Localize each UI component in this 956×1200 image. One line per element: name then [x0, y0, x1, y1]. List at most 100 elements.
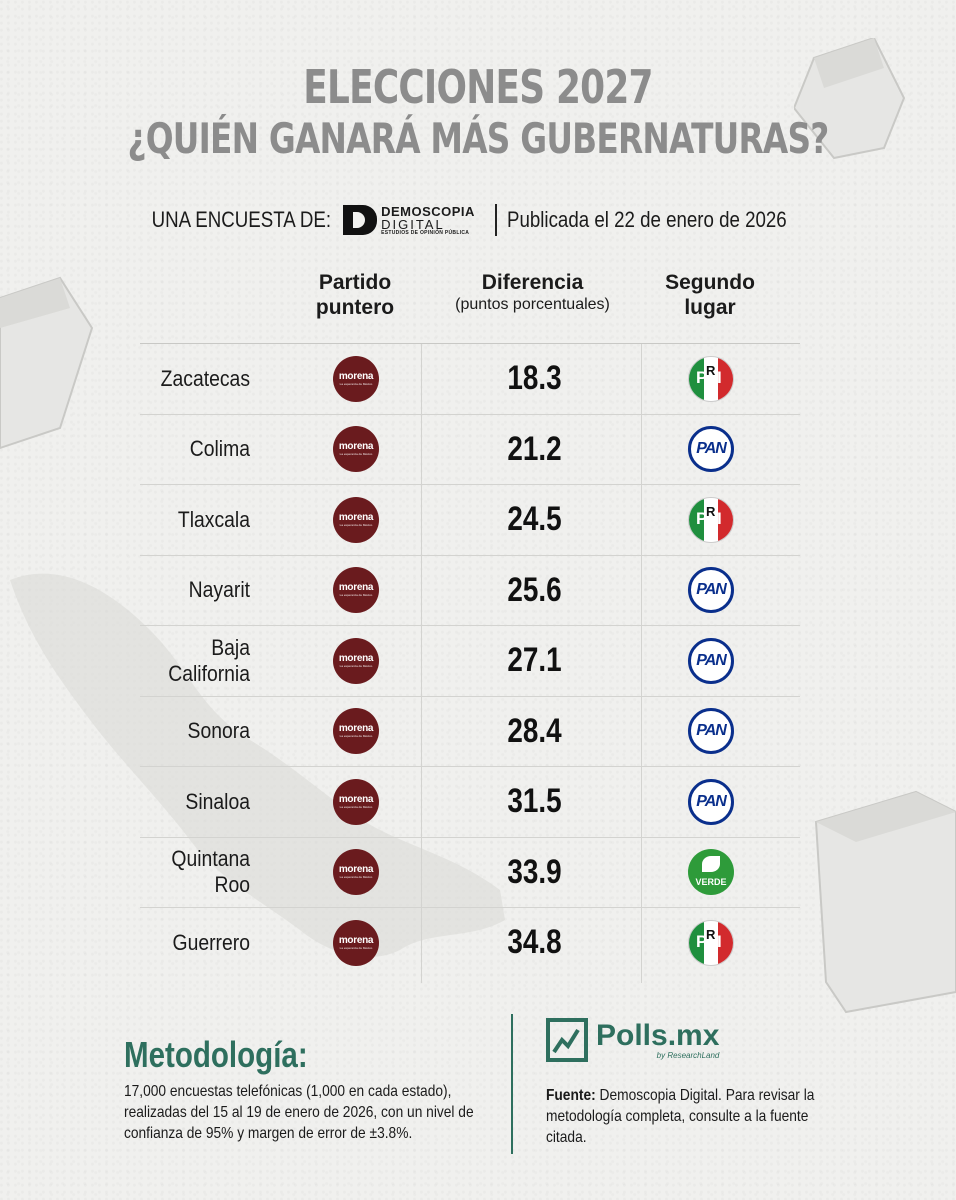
survey-divider — [494, 204, 497, 236]
ballot-box-right-icon — [814, 790, 956, 1014]
column-divider — [421, 343, 422, 983]
brand-sub: by ResearchLand — [656, 1050, 720, 1060]
table-row: Baja California morena La esperanza de Méx… — [140, 625, 800, 696]
morena-logo-text: morena — [338, 370, 374, 382]
pan-logo-text: PAN — [696, 581, 727, 599]
morena-logo-tagline: La esperanza de México — [339, 875, 373, 880]
state-name: Sinaloa — [185, 788, 250, 814]
footer-divider — [511, 1014, 513, 1154]
pri-letter: P — [696, 931, 708, 951]
pan-logo-text: PAN — [696, 722, 727, 740]
ballot-box-top-icon — [794, 38, 906, 160]
published-date: Publicada el 22 de enero de 2026 — [506, 207, 787, 232]
ballot-box-left-icon — [0, 276, 94, 450]
morena-logo-tagline: La esperanza de México — [339, 734, 373, 739]
pan-logo-text: PAN — [696, 651, 727, 669]
pri-letter: I — [717, 367, 722, 387]
pan-logo-icon: PAN — [688, 567, 734, 614]
difference-value: 18.3 — [507, 359, 562, 398]
pan-logo-text: PAN — [696, 792, 727, 810]
morena-logo-tagline: La esperanza de México — [339, 522, 373, 527]
morena-logo-icon: morena La esperanza de México — [333, 708, 379, 755]
header-leading-party: Partido puntero — [300, 270, 410, 320]
header-diff-line2: (puntos porcentuales) — [455, 296, 610, 314]
morena-logo-tagline: La esperanza de México — [339, 381, 373, 386]
pan-logo-icon: PAN — [688, 778, 734, 825]
pri-letter: P — [696, 508, 708, 528]
morena-logo-icon: morena La esperanza de México — [333, 778, 379, 825]
difference-value: 34.8 — [507, 923, 562, 962]
table-row: Colima morena La esperanza de México 21.2 PA… — [140, 413, 800, 485]
table-row: Sonora morena La esperanza de México 28.4 PA… — [140, 695, 800, 767]
header-second-place: Segundo lugar — [650, 270, 770, 320]
morena-logo-text: morena — [338, 934, 374, 946]
difference-value: 28.4 — [507, 711, 562, 750]
table-row: Nayarit morena La esperanza de México 25.6 P… — [140, 554, 800, 626]
methodology-title: Metodología: — [124, 1034, 308, 1075]
demoscopia-d-icon — [343, 205, 378, 235]
header-difference: Diferencia (puntos porcentuales) — [420, 270, 645, 314]
pri-letter: P — [696, 367, 708, 387]
methodology-text: 17,000 encuestas telefónicas (1,000 en c… — [124, 1083, 474, 1142]
page-title: ELECCIONES 2027 — [303, 60, 653, 114]
logo-text-3: ESTUDIOS DE OPINIÓN PÚBLICA — [381, 229, 470, 236]
morena-logo-tagline: La esperanza de México — [339, 593, 373, 598]
state-name: Quintana Roo — [171, 846, 250, 898]
pri-letter: R — [706, 503, 716, 519]
state-name: Colima — [189, 436, 250, 462]
morena-logo-text: morena — [338, 511, 374, 523]
pri-letter: I — [717, 508, 722, 528]
morena-logo-text: morena — [338, 652, 374, 664]
difference-value: 27.1 — [507, 641, 562, 680]
header-party-line1: Partido — [318, 271, 392, 294]
morena-logo-icon: morena La esperanza de México — [333, 426, 379, 473]
pan-logo-text: PAN — [696, 440, 727, 458]
difference-value: 33.9 — [507, 852, 562, 891]
morena-logo-text: morena — [338, 441, 374, 453]
pan-logo-icon: PAN — [688, 637, 734, 684]
polls-chart-icon — [546, 1018, 588, 1062]
difference-value: 24.5 — [507, 500, 562, 539]
survey-label: UNA ENCUESTA DE: — [151, 207, 332, 232]
morena-logo-icon: morena La esperanza de México — [333, 637, 379, 684]
state-name: Sonora — [187, 718, 250, 744]
source-label: Fuente: — [546, 1087, 596, 1104]
polls-mx-logo: Polls.mx by ResearchLand — [546, 1018, 719, 1062]
morena-logo-tagline: La esperanza de México — [339, 804, 373, 809]
morena-logo-tagline: La esperanza de México — [339, 663, 373, 668]
morena-logo-text: morena — [338, 723, 374, 735]
pri-letter: R — [706, 926, 716, 942]
logo-text-2: DIGITAL — [381, 216, 445, 232]
morena-logo-text: morena — [338, 582, 374, 594]
table-row: Sinaloa morena La esperanza de México 31.5 P… — [140, 766, 800, 837]
state-name: Baja California — [168, 634, 250, 686]
morena-logo-tagline: La esperanza de México — [339, 945, 373, 950]
morena-logo-icon: morena La esperanza de México — [333, 849, 379, 896]
state-name: Zacatecas — [160, 365, 250, 391]
difference-value: 21.2 — [507, 429, 562, 468]
survey-credit: UNA ENCUESTA DE: DEMOSCOPIA DIGITAL ESTU… — [0, 204, 956, 236]
state-name: Guerrero — [172, 929, 250, 955]
header-second-line2: lugar — [684, 296, 736, 320]
state-name: Tlaxcala — [177, 506, 250, 532]
header-second-line1: Segundo — [665, 271, 755, 294]
verde-logo-text: VERDE — [695, 877, 727, 888]
brand-name: Polls.mx — [596, 1018, 720, 1052]
difference-value: 25.6 — [507, 570, 562, 609]
header-party-line2: puntero — [315, 296, 395, 320]
pri-letter: I — [717, 931, 722, 951]
results-table: Zacatecas morena La esperanza de México 18.… — [140, 343, 800, 978]
pan-logo-icon: PAN — [688, 708, 734, 755]
morena-logo-icon: morena La esperanza de México — [333, 919, 379, 966]
mexico-map-silhouette — [10, 573, 505, 958]
header-diff-line1: Diferencia — [481, 271, 584, 294]
morena-logo-text: morena — [338, 793, 374, 805]
pan-logo-icon: PAN — [688, 426, 734, 473]
logo-text-1: DEMOSCOPIA — [381, 203, 475, 219]
page-subtitle: ¿QUIÉN GANARÁ MÁS GUBERNATURAS? — [127, 114, 829, 163]
difference-value: 31.5 — [507, 782, 562, 821]
